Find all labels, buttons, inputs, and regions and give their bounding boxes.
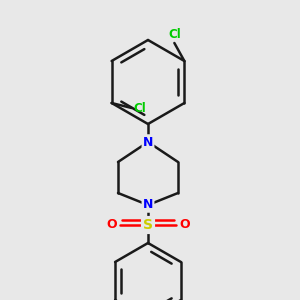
Text: Cl: Cl <box>168 28 181 41</box>
Text: O: O <box>106 218 117 232</box>
Text: O: O <box>179 218 190 232</box>
Text: S: S <box>143 218 153 232</box>
Text: N: N <box>143 136 153 148</box>
Text: N: N <box>143 199 153 212</box>
Text: Cl: Cl <box>134 101 146 115</box>
